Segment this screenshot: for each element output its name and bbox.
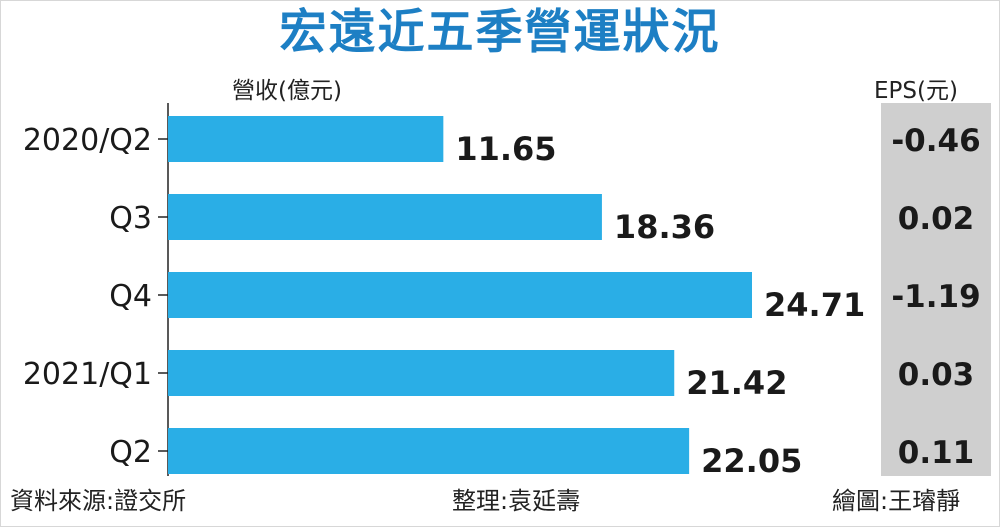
- revenue-axis-unit: 營收(億元): [232, 78, 342, 104]
- bar-value-label: 11.65: [455, 130, 556, 168]
- eps-column-unit: EPS(元): [874, 78, 958, 104]
- bar-value-label: 22.05: [701, 442, 802, 480]
- data-source-credit: 資料來源:證交所: [10, 487, 187, 515]
- eps-value-label: 0.02: [898, 201, 975, 237]
- category-label: 2020/Q2: [23, 123, 152, 158]
- bar-value-label: 24.71: [764, 286, 865, 324]
- bar-value-label: 18.36: [614, 208, 715, 246]
- revenue-bar: [168, 272, 752, 318]
- eps-value-label: 0.03: [898, 357, 975, 393]
- revenue-bar: [168, 350, 675, 396]
- editor-credit: 整理:袁延壽: [452, 487, 581, 515]
- eps-panel: [881, 103, 991, 476]
- category-label: Q4: [109, 279, 152, 314]
- category-label: 2021/Q1: [23, 357, 152, 392]
- eps-value-label: -1.19: [891, 279, 980, 315]
- category-label: Q2: [109, 435, 152, 470]
- eps-value-label: -0.46: [891, 123, 980, 159]
- chart-title: 宏遠近五季營運狀況: [279, 5, 721, 60]
- eps-value-label: 0.11: [898, 435, 975, 471]
- revenue-bar: [168, 116, 444, 162]
- bar-value-label: 21.42: [686, 364, 787, 402]
- illustrator-credit: 繪圖:王璿靜: [832, 487, 961, 515]
- revenue-bar: [168, 194, 602, 240]
- revenue-bar: [168, 428, 690, 474]
- category-label: Q3: [109, 201, 152, 236]
